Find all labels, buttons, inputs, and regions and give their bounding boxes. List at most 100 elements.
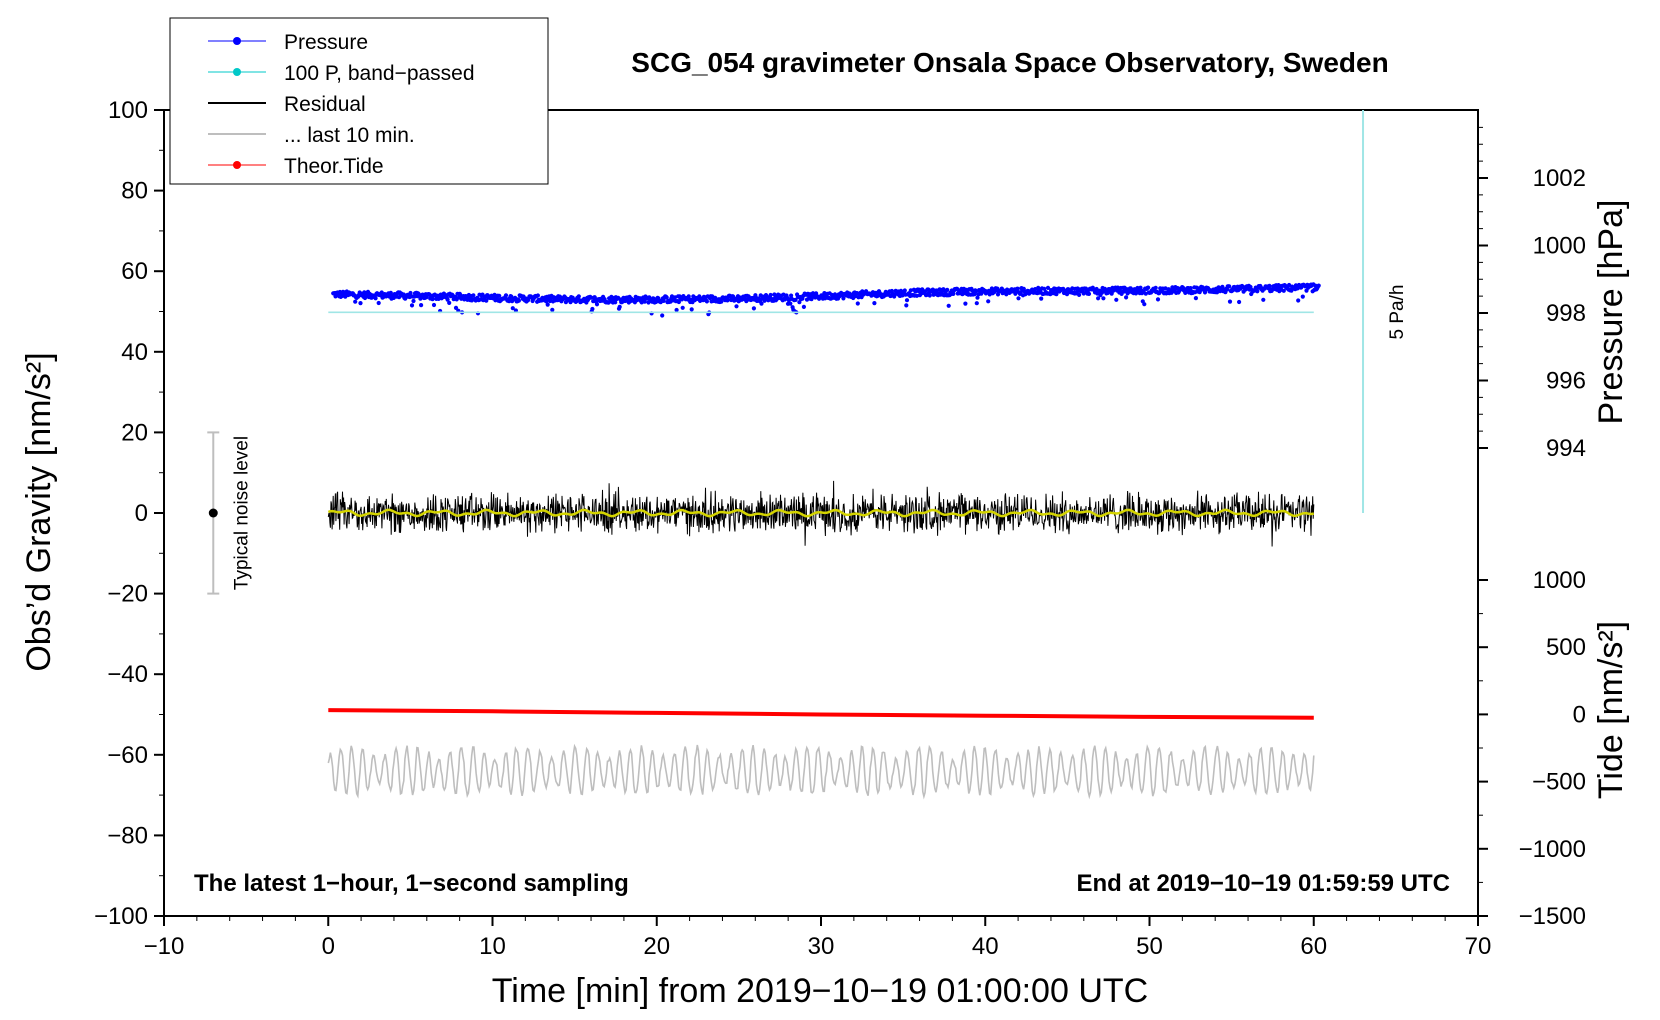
pressure-point: [1124, 295, 1129, 300]
pressure-point: [902, 288, 907, 293]
legend-marker: [233, 161, 241, 169]
pressure-point: [1296, 298, 1301, 303]
x-tick-label: 20: [643, 933, 670, 960]
series-theor-tide: [328, 708, 1314, 720]
pressure-point: [516, 298, 522, 303]
pressure-point: [793, 297, 798, 302]
pressure-point: [1096, 296, 1101, 301]
noise-level-indicator: Typical noise level: [207, 431, 252, 595]
pressure-point: [995, 292, 1001, 297]
y-axis-label: Obs’d Gravity [nm/s²]: [20, 352, 58, 671]
pressure-tick-label: 996: [1546, 368, 1586, 395]
tide-tick-label: 0: [1573, 701, 1586, 728]
pressure-point: [963, 301, 968, 306]
pressure-point: [613, 300, 618, 305]
pressure-point: [617, 304, 622, 309]
pressure-point: [484, 298, 489, 303]
pressure-point: [1039, 296, 1044, 301]
pressure-point: [471, 293, 476, 298]
series-pressure: [331, 282, 1321, 318]
pressure-point: [430, 297, 435, 302]
x-tick-label: 70: [1465, 933, 1492, 960]
y-tick-label: 100: [108, 97, 148, 124]
tide-tick-label: 1000: [1533, 567, 1586, 594]
pressure-point: [545, 302, 550, 307]
pressure-point: [759, 301, 764, 306]
pressure-point: [660, 313, 665, 318]
legend-entry: ... last 10 min.: [208, 124, 415, 147]
y-tick-label: −80: [107, 822, 148, 849]
pressure-point: [1193, 296, 1198, 301]
chart-title: SCG_054 gravimeter Onsala Space Observat…: [631, 47, 1388, 78]
pressure-point: [497, 293, 502, 298]
series-line: [328, 708, 1314, 720]
pressure-point: [1237, 299, 1242, 305]
pressure-axis-label: Pressure [hPa]: [1592, 200, 1630, 425]
pressure-point: [975, 295, 980, 300]
pressure-point: [353, 299, 358, 304]
legend-label: 100 P, band−passed: [284, 62, 475, 85]
tide-tick-label: −1000: [1519, 836, 1586, 863]
pressure-point: [503, 293, 509, 298]
smoothed-residual-line: [327, 508, 1314, 518]
pressure-point: [974, 301, 979, 306]
x-tick-label: 10: [479, 933, 506, 960]
x-axis-ticks: −10 0 10 20 30 40 50 60 70: [144, 916, 1492, 960]
pressure-point: [453, 305, 459, 310]
plot-area: −10 0 10 20 30 40 50 60 70 −100−80−60−40−2002040…: [94, 97, 1586, 960]
pressure-point: [1015, 286, 1020, 291]
pressure-point: [1300, 294, 1305, 299]
pressure-point: [1227, 299, 1233, 304]
pressure-point: [576, 294, 581, 299]
legend-label: ... last 10 min.: [284, 124, 415, 147]
pressure-point: [704, 299, 710, 304]
pressure-point: [1146, 285, 1151, 290]
pressure-point: [1261, 297, 1266, 302]
pressure-tick-label: 1000: [1533, 233, 1586, 260]
series-residual-smoothed: [327, 508, 1314, 518]
y-tick-label: −100: [94, 903, 148, 930]
pressure-point: [1045, 285, 1051, 290]
pressure-point: [376, 300, 381, 306]
x-tick-label: −10: [144, 933, 185, 960]
legend-label: Theor.Tide: [284, 155, 384, 178]
legend-label: Pressure: [284, 31, 368, 54]
pressure-point: [408, 290, 413, 296]
pressure-point: [419, 303, 424, 308]
pressure-point: [904, 303, 909, 308]
footnote-left: The latest 1−hour, 1−second sampling: [194, 870, 629, 897]
pressure-point: [801, 304, 807, 309]
last-10-min-line: [327, 743, 1315, 800]
pressure-point: [726, 297, 731, 302]
pressure-point: [1016, 296, 1021, 301]
pressure-point: [872, 301, 877, 306]
pressure-point: [951, 291, 956, 296]
y-tick-label: 20: [121, 419, 148, 446]
y-tick-label: 40: [121, 339, 148, 366]
pressure-point: [1267, 283, 1272, 288]
pressure-point: [411, 298, 416, 304]
pressure-point: [680, 305, 685, 310]
pressure-point: [927, 293, 932, 298]
legend-box: [169, 17, 549, 185]
pressure-point: [674, 307, 679, 313]
pressure-point: [642, 299, 647, 304]
pressure-point: [358, 301, 363, 306]
pressure-point: [1101, 296, 1106, 301]
pressure-point: [590, 306, 595, 312]
pressure-point: [333, 294, 338, 299]
pressure-point: [1224, 287, 1230, 292]
pressure-point: [986, 299, 991, 304]
tide-axis-label: Tide [nm/s²]: [1592, 621, 1630, 799]
y-axis-ticks: −100 −80 −60 −40 −20 0 20 40 60 80 100: [94, 97, 164, 930]
x-tick-label: 30: [808, 933, 835, 960]
noise-bar-label: Typical noise level: [231, 436, 252, 590]
tide-tick-label: −1500: [1519, 903, 1586, 930]
pressure-point: [535, 293, 541, 298]
legend-marker: [233, 37, 241, 45]
pressure-point: [689, 307, 694, 312]
pressure-point: [946, 303, 951, 308]
pressure-tick-label: 994: [1546, 435, 1586, 462]
pressure-point: [854, 291, 860, 296]
pressure-point: [510, 306, 515, 311]
